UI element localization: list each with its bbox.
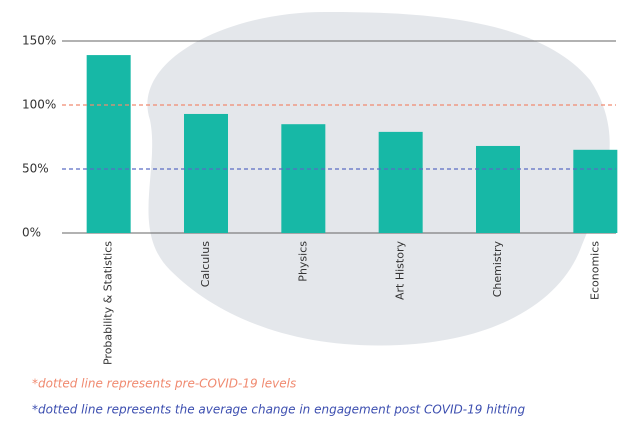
- bar: [573, 149, 618, 233]
- y-tick-label: 0%: [22, 226, 41, 240]
- x-tick-label: Economics: [588, 241, 601, 300]
- background-blob: [147, 11, 610, 346]
- y-tick-label: 50%: [22, 162, 49, 176]
- x-tick-label: Probability & Statistics: [102, 241, 115, 365]
- x-tick-label: Art History: [394, 241, 407, 300]
- x-tick-label: Physics: [296, 241, 309, 282]
- bar: [378, 131, 423, 233]
- x-tick-label: Calculus: [199, 241, 212, 288]
- y-tick-label: 100%: [22, 98, 56, 112]
- bar: [476, 145, 520, 233]
- bar: [281, 124, 326, 233]
- footnote: *dotted line represents the average chan…: [32, 403, 525, 417]
- footnote: *dotted line represents pre-COVID-19 lev…: [32, 377, 296, 391]
- bar: [86, 55, 131, 233]
- y-tick-label: 150%: [22, 34, 56, 48]
- bar: [184, 113, 228, 233]
- x-tick-label: Chemistry: [491, 241, 504, 298]
